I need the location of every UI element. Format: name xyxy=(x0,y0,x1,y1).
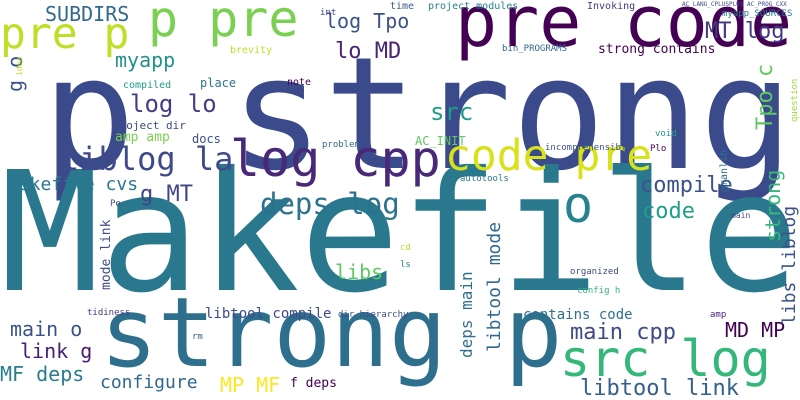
word: deps log xyxy=(260,187,400,221)
word: code xyxy=(642,199,695,224)
word: granlib xyxy=(719,150,730,192)
word: strong contains xyxy=(598,42,715,57)
word: libs xyxy=(335,260,383,284)
word: amp xyxy=(710,310,726,320)
word: note xyxy=(287,77,311,88)
word: g o xyxy=(3,56,27,92)
word: Makefile xyxy=(0,137,800,330)
word: Tpo c xyxy=(753,64,778,130)
word: tidiness xyxy=(87,308,130,318)
word: AC_LANG_CPLUSPLUS AC_PROG_CXX xyxy=(682,1,787,8)
word: project dir xyxy=(113,119,186,132)
word: main o xyxy=(10,317,82,341)
word: p pre xyxy=(148,0,299,48)
word: AC_INIT xyxy=(415,134,466,148)
word: docs xyxy=(192,132,221,146)
word: log Tpo xyxy=(325,9,409,33)
word: main xyxy=(731,211,750,220)
word: deps main xyxy=(457,271,476,358)
word: amp amp xyxy=(115,130,170,145)
word: brevity xyxy=(230,45,272,56)
word: log lo xyxy=(130,90,217,118)
word: myapp xyxy=(115,48,175,72)
word: libs liblog xyxy=(779,206,800,325)
word: libtool compile xyxy=(205,306,331,322)
word: MP MF xyxy=(220,373,280,397)
word: organized xyxy=(570,267,619,277)
word: Po xyxy=(110,199,121,209)
word: p strong xyxy=(42,23,793,205)
word: libtool link xyxy=(580,376,739,400)
word: link g xyxy=(20,339,92,363)
word: MF deps xyxy=(0,362,84,386)
word: Invoking xyxy=(587,1,635,12)
word: dir hierarchy xyxy=(338,310,409,320)
word: rm xyxy=(192,332,203,342)
word: pre code xyxy=(455,0,792,63)
word: log cpp xyxy=(230,130,441,188)
word: MT log xyxy=(705,19,784,44)
word: src xyxy=(430,98,473,126)
word: configure xyxy=(100,372,198,393)
word: src log xyxy=(560,330,771,388)
word: pre p xyxy=(0,9,129,59)
word: lo MD xyxy=(335,39,401,64)
word: Makefile cvs xyxy=(8,174,138,195)
word: SUBDIRS xyxy=(45,2,129,26)
word: o xyxy=(563,176,593,234)
word: config h xyxy=(577,286,620,296)
word: contains code xyxy=(523,307,633,323)
word: MD MP xyxy=(725,318,785,342)
word: compiled xyxy=(123,80,171,91)
word: myapp_SOURCES xyxy=(722,9,792,19)
word: libtool mode xyxy=(484,222,505,352)
word: main cpp xyxy=(570,320,676,345)
word: g MT xyxy=(140,182,193,207)
word: compile xyxy=(640,173,733,198)
word: question xyxy=(790,79,800,122)
word: time xyxy=(390,1,414,12)
word: f deps xyxy=(290,376,337,391)
word: void xyxy=(655,129,677,139)
word: idea xyxy=(15,57,24,76)
word: strong p xyxy=(100,277,562,389)
word: mode link xyxy=(99,219,114,290)
word: code pre xyxy=(445,131,652,181)
word: problem xyxy=(322,140,360,150)
word: place xyxy=(200,76,236,90)
word: bin_PROGRAMS xyxy=(502,44,567,54)
word: strong xyxy=(761,170,785,242)
word: liblog la xyxy=(60,140,233,178)
word: incomprehensible xyxy=(545,143,632,153)
word: Plo xyxy=(650,144,666,154)
word: cd xyxy=(400,243,411,253)
word: int xyxy=(320,8,336,18)
word: project modules xyxy=(428,1,518,12)
word: ls xyxy=(400,260,411,270)
word: autotools xyxy=(460,174,509,184)
